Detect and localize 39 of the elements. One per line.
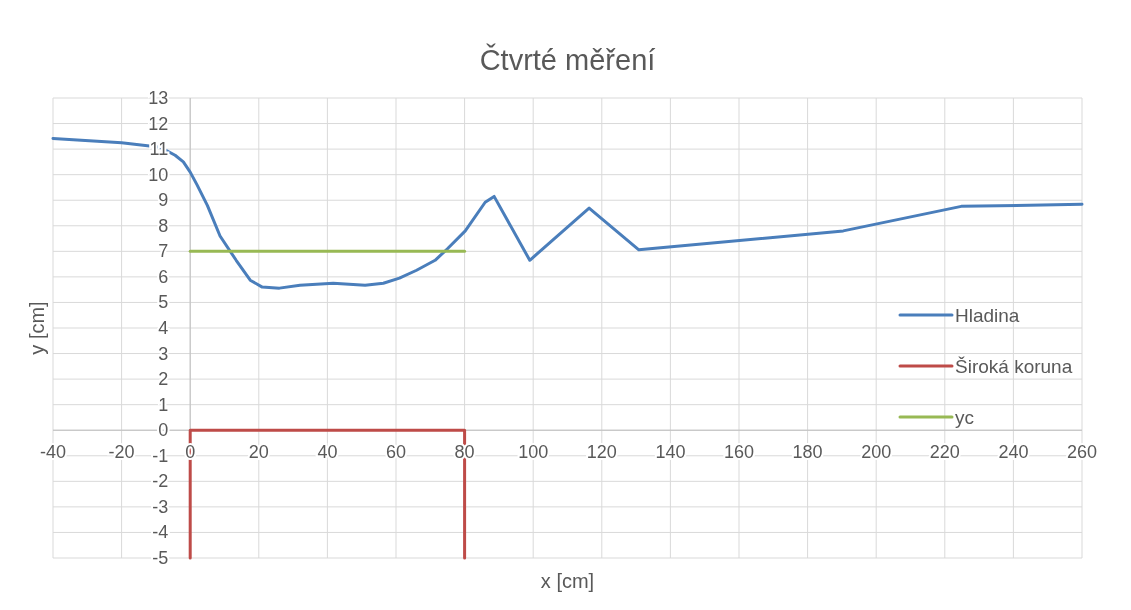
y-axis-title: y [cm] [26, 301, 48, 355]
x-tick-label: 60 [385, 442, 407, 463]
y-tick-label: 1 [158, 394, 169, 415]
y-tick-label: 10 [148, 164, 169, 185]
x-tick-label: 40 [317, 442, 338, 463]
y-tick-label: 12 [148, 113, 169, 134]
y-tick-label: -5 [152, 548, 169, 568]
x-axis-title: x [cm] [540, 570, 595, 592]
y-tick-label: 3 [158, 343, 169, 364]
x-tick-label: -40 [39, 442, 67, 463]
y-tick-label: -4 [152, 522, 169, 543]
x-tick-label: 160 [723, 442, 755, 463]
chart-title: Čtvrté měření [479, 43, 656, 76]
y-tick-label: 2 [158, 369, 169, 390]
legend-label: yc [955, 407, 974, 428]
x-tick-label: 220 [929, 442, 960, 463]
legend-label: Široká koruna [955, 356, 1073, 377]
y-tick-label: 9 [158, 190, 169, 211]
y-tick-label: 0 [158, 420, 169, 441]
x-tick-label: 180 [792, 442, 823, 463]
y-tick-label: 5 [158, 292, 169, 313]
line-series [51, 136, 1084, 290]
x-tick-label: -20 [108, 442, 135, 463]
x-tick-label: 240 [998, 442, 1029, 463]
y-tick-label: -2 [152, 471, 169, 492]
legend-label: Hladina [955, 305, 1020, 326]
x-tick-label: 200 [861, 442, 892, 463]
x-tick-label: 100 [518, 442, 549, 463]
y-tick-label: -3 [152, 496, 169, 517]
y-tick-label: 4 [158, 318, 169, 338]
y-tick-label: 7 [158, 241, 169, 262]
y-tick-label: 13 [148, 88, 169, 108]
x-tick-label: 20 [248, 442, 269, 463]
x-tick-label: 260 [1066, 442, 1098, 463]
y-tick-label: -1 [152, 445, 169, 466]
x-tick-label: 140 [655, 442, 686, 463]
y-tick-label: 6 [158, 266, 169, 287]
x-tick-label: 120 [586, 442, 617, 463]
y-tick-label: 8 [158, 215, 169, 236]
